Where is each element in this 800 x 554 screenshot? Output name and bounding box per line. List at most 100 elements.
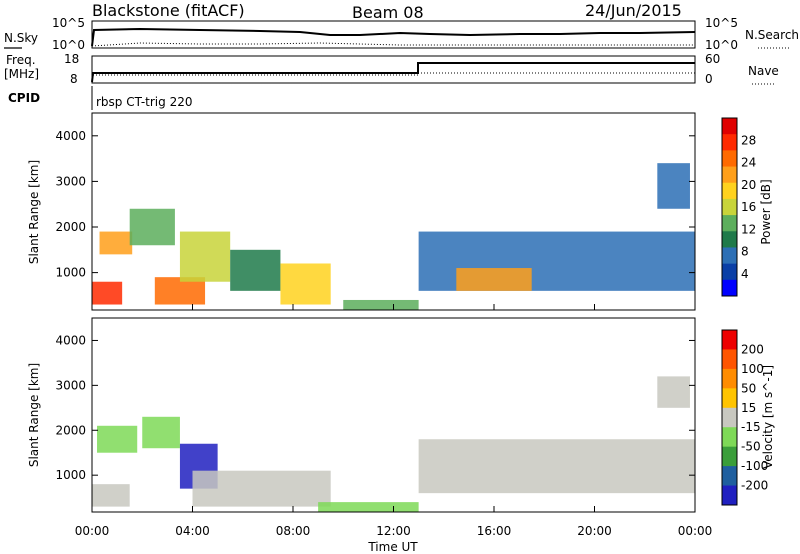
freq-panel-frame [91, 55, 696, 84]
x-tick-label-1: 04:00 [175, 524, 210, 538]
y-tick-label-0: 1000 [55, 468, 86, 482]
colorbar-swatch-3 [722, 166, 737, 184]
nsky-panel-frame [91, 20, 696, 49]
beam-title: Beam 08 [352, 3, 424, 22]
colorbar-swatch-0 [722, 118, 737, 135]
x-tick-label-4: 16:00 [477, 524, 512, 538]
x-tick-label-3: 12:00 [376, 524, 411, 538]
scatter-region-6 [418, 439, 695, 494]
scatter-region-1 [97, 425, 138, 453]
scatter-region-0 [92, 281, 123, 305]
y-tick-label-0: 1000 [55, 266, 86, 280]
power-ylabel: Slant Range [km] [27, 160, 41, 264]
cpid-label: CPID [8, 91, 40, 105]
colorbar-swatch-8 [722, 485, 737, 506]
nsearch-trace [91, 42, 695, 47]
nsearch-label: N.Search [745, 28, 799, 42]
freq-label: Freq. [6, 53, 36, 67]
scatter-region-5 [230, 249, 281, 291]
colorbar-swatch-3 [722, 388, 737, 409]
colorbar-swatch-6 [722, 215, 737, 232]
scatter-region-2 [129, 208, 175, 246]
station-title: Blackstone (fitACF) [92, 1, 245, 20]
y-tick-label-2: 3000 [55, 378, 86, 392]
power-colorbar-label: Power [dB] [759, 179, 773, 244]
colorbar-tick-3: 15 [741, 401, 756, 415]
power-y-ticks: 1000 2000 3000 4000 [55, 129, 695, 280]
colorbar-tick-6: 4 [741, 267, 749, 281]
nsearch-tick-bottom: 10^0 [705, 38, 738, 52]
scatter-region-10 [657, 163, 690, 209]
colorbar-tick-4: -15 [741, 420, 761, 434]
scatter-region-7 [343, 299, 419, 310]
y-tick-label-1: 2000 [55, 220, 86, 234]
nave-trace [93, 72, 695, 76]
colorbar-swatch-0 [722, 330, 737, 350]
scatter-region-2 [142, 416, 180, 449]
x-tick-label-0: 00:00 [75, 524, 110, 538]
nsky-tick-top: 10^5 [52, 16, 85, 30]
scatter-region-7 [657, 376, 690, 408]
nave-tick-top: 60 [705, 52, 720, 66]
colorbar-tick-7: -200 [741, 479, 768, 493]
nsky-label: N.Sky [4, 31, 38, 45]
colorbar-frame [721, 117, 738, 297]
velocity-ylabel: Slant Range [km] [27, 363, 41, 467]
colorbar-tick-2: 50 [741, 381, 756, 395]
colorbar-swatch-8 [722, 247, 737, 265]
power-colorbar: 28 24 20 16 12 8 4 [721, 117, 756, 297]
date-title: 24/Jun/2015 [585, 1, 682, 20]
colorbar-tick-6: -100 [741, 459, 768, 473]
colorbar-swatch-1 [722, 349, 737, 370]
colorbar-swatch-2 [722, 368, 737, 389]
colorbar-swatch-7 [722, 466, 737, 487]
nsearch-tick-top: 10^5 [705, 16, 738, 30]
colorbar-swatch-5 [722, 427, 737, 448]
velocity-colorbar-label: Velocity [m s^-1] [761, 365, 775, 469]
colorbar-swatch-4 [722, 182, 737, 200]
nave-label: Nave [748, 64, 779, 78]
freq-tick-bottom: 8 [70, 72, 78, 86]
nsky-tick-bottom: 10^0 [52, 38, 85, 52]
freq-tick-top: 18 [64, 52, 79, 66]
scatter-region-4 [179, 231, 231, 282]
y-tick-label-3: 4000 [55, 129, 86, 143]
cpid-value: rbsp CT-trig 220 [96, 95, 192, 109]
nave-tick-bottom: 0 [705, 72, 713, 86]
colorbar-swatch-4 [722, 407, 737, 428]
scatter-region-9 [456, 268, 532, 291]
colorbar-tick-4: 12 [741, 222, 756, 236]
freq-unit: [MHz] [4, 67, 39, 81]
colorbar-tick-5: 8 [741, 245, 749, 259]
colorbar-swatch-2 [722, 150, 737, 168]
colorbar-tick-5: -50 [741, 440, 761, 454]
colorbar-swatch-6 [722, 446, 737, 467]
x-tick-label-5: 20:00 [577, 524, 612, 538]
nsky-trace [91, 27, 696, 47]
scatter-region-4 [192, 470, 331, 507]
colorbar-tick-1: 100 [741, 362, 764, 376]
scatter-region-1 [99, 231, 133, 255]
colorbar-tick-3: 16 [741, 200, 756, 214]
colorbar-tick-0: 200 [741, 342, 764, 356]
y-tick-label-3: 4000 [55, 333, 86, 347]
velocity-panel [92, 376, 695, 512]
colorbar-tick-2: 20 [741, 178, 756, 192]
colorbar-tick-0: 28 [741, 133, 756, 147]
colorbar-swatch-1 [722, 134, 737, 151]
x-axis-label: Time UT [367, 540, 418, 554]
colorbar-tick-1: 24 [741, 156, 756, 170]
x-tick-label-2: 08:00 [276, 524, 311, 538]
colorbar-swatch-5 [722, 198, 737, 216]
scatter-region-0 [92, 484, 130, 507]
power-panel [92, 163, 695, 310]
scatter-region-6 [280, 263, 331, 305]
velocity-colorbar: 200 100 50 15 -15 -50 -100 -200 [721, 329, 768, 506]
x-tick-label-6: 00:00 [678, 524, 713, 538]
velocity-y-ticks: 1000 2000 3000 4000 [55, 333, 695, 482]
y-tick-label-1: 2000 [55, 423, 86, 437]
colorbar-swatch-9 [722, 263, 737, 281]
colorbar-swatch-10 [722, 279, 737, 297]
colorbar-swatch-7 [722, 231, 737, 248]
